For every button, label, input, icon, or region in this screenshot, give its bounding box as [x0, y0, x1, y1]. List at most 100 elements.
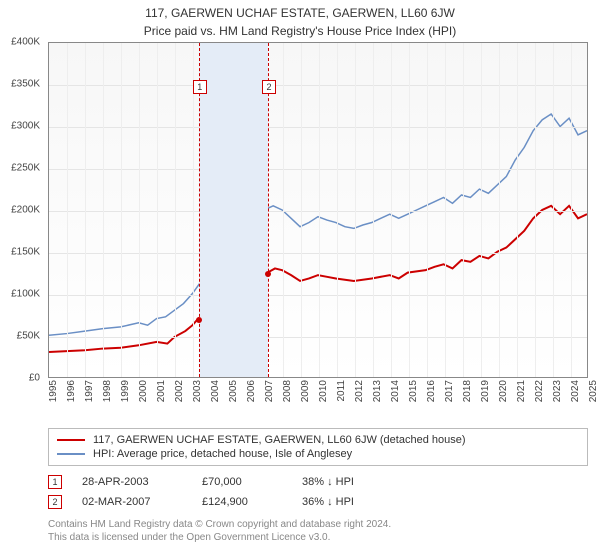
- gridline: [571, 43, 572, 377]
- gridline: [553, 43, 554, 377]
- y-tick-label: £100K: [11, 289, 40, 300]
- legend-swatch: [57, 453, 85, 455]
- x-tick-label: 2023: [552, 380, 563, 402]
- footnote-line: This data is licensed under the Open Gov…: [48, 531, 588, 544]
- sale-diff: 36% ↓ HPI: [302, 496, 402, 508]
- plot-area: 12: [48, 42, 588, 378]
- x-tick-label: 2005: [228, 380, 239, 402]
- gridline: [391, 43, 392, 377]
- chart-container: 117, GAERWEN UCHAF ESTATE, GAERWEN, LL60…: [0, 0, 600, 560]
- x-tick-label: 2001: [156, 380, 167, 402]
- x-tick-label: 2020: [498, 380, 509, 402]
- x-tick-label: 2007: [264, 380, 275, 402]
- y-tick-label: £50K: [17, 331, 40, 342]
- gridline: [427, 43, 428, 377]
- gridline: [67, 43, 68, 377]
- x-tick-label: 2000: [138, 380, 149, 402]
- y-tick-label: £350K: [11, 79, 40, 90]
- series-hpi: [49, 114, 587, 335]
- gridline: [355, 43, 356, 377]
- x-tick-label: 2024: [570, 380, 581, 402]
- gridline: [49, 169, 587, 170]
- sale-dot: [196, 317, 202, 323]
- gridline: [535, 43, 536, 377]
- gridline: [373, 43, 374, 377]
- sale-marker-box: 1: [48, 475, 62, 489]
- gridline: [319, 43, 320, 377]
- gridline: [481, 43, 482, 377]
- gridline: [49, 211, 587, 212]
- x-tick-label: 2011: [336, 380, 347, 402]
- marker-label-box: 2: [262, 80, 276, 94]
- gridline: [157, 43, 158, 377]
- gridline: [121, 43, 122, 377]
- sale-diff: 38% ↓ HPI: [302, 476, 402, 488]
- x-tick-label: 2012: [354, 380, 365, 402]
- x-tick-label: 1995: [48, 380, 59, 402]
- sale-price: £124,900: [202, 496, 282, 508]
- chart-area: £0£50K£100K£150K£200K£250K£300K£350K£400…: [48, 42, 588, 402]
- x-tick-label: 1996: [66, 380, 77, 402]
- sale-row: 2 02-MAR-2007 £124,900 36% ↓ HPI: [48, 492, 588, 512]
- legend-item: HPI: Average price, detached house, Isle…: [57, 447, 579, 461]
- x-axis-labels: 1995199619971998199920002001200220032004…: [48, 378, 588, 402]
- gridline: [49, 253, 587, 254]
- sale-price: £70,000: [202, 476, 282, 488]
- legend-item: 117, GAERWEN UCHAF ESTATE, GAERWEN, LL60…: [57, 433, 579, 447]
- gridline: [517, 43, 518, 377]
- gridline: [499, 43, 500, 377]
- y-tick-label: £150K: [11, 247, 40, 258]
- footnote: Contains HM Land Registry data © Crown c…: [48, 518, 588, 544]
- gridline: [103, 43, 104, 377]
- legend-label: 117, GAERWEN UCHAF ESTATE, GAERWEN, LL60…: [93, 434, 466, 446]
- x-tick-label: 1998: [102, 380, 113, 402]
- gridline: [301, 43, 302, 377]
- gridline: [463, 43, 464, 377]
- chart-subtitle: Price paid vs. HM Land Registry's House …: [0, 20, 600, 42]
- x-tick-label: 2009: [300, 380, 311, 402]
- x-tick-label: 2013: [372, 380, 383, 402]
- gridline: [49, 337, 587, 338]
- x-tick-label: 2014: [390, 380, 401, 402]
- sale-date: 28-APR-2003: [82, 476, 182, 488]
- highlight-band: [199, 43, 268, 377]
- x-tick-label: 2002: [174, 380, 185, 402]
- gridline: [337, 43, 338, 377]
- x-tick-label: 2008: [282, 380, 293, 402]
- y-tick-label: £400K: [11, 37, 40, 48]
- marker-label-box: 1: [193, 80, 207, 94]
- x-tick-label: 2021: [516, 380, 527, 402]
- x-tick-label: 2003: [192, 380, 203, 402]
- gridline: [445, 43, 446, 377]
- x-tick-label: 2017: [444, 380, 455, 402]
- x-tick-label: 2019: [480, 380, 491, 402]
- gridline: [49, 295, 587, 296]
- y-axis-labels: £0£50K£100K£150K£200K£250K£300K£350K£400…: [0, 42, 44, 378]
- x-tick-label: 2025: [588, 380, 599, 402]
- y-tick-label: £250K: [11, 163, 40, 174]
- x-tick-label: 2022: [534, 380, 545, 402]
- series-property: [49, 206, 587, 352]
- x-tick-label: 2015: [408, 380, 419, 402]
- line-series: [49, 43, 587, 377]
- chart-title: 117, GAERWEN UCHAF ESTATE, GAERWEN, LL60…: [0, 0, 600, 20]
- sale-marker-box: 2: [48, 495, 62, 509]
- x-tick-label: 2018: [462, 380, 473, 402]
- gridline: [175, 43, 176, 377]
- sale-date: 02-MAR-2007: [82, 496, 182, 508]
- y-tick-label: £300K: [11, 121, 40, 132]
- gridline: [49, 85, 587, 86]
- gridline: [139, 43, 140, 377]
- legend-swatch: [57, 439, 85, 441]
- sale-row: 1 28-APR-2003 £70,000 38% ↓ HPI: [48, 472, 588, 492]
- x-tick-label: 2006: [246, 380, 257, 402]
- x-tick-label: 2016: [426, 380, 437, 402]
- x-tick-label: 2010: [318, 380, 329, 402]
- sales-table: 1 28-APR-2003 £70,000 38% ↓ HPI 2 02-MAR-2007…: [48, 472, 588, 512]
- footnote-line: Contains HM Land Registry data © Crown c…: [48, 518, 588, 531]
- legend: 117, GAERWEN UCHAF ESTATE, GAERWEN, LL60…: [48, 428, 588, 466]
- x-tick-label: 1999: [120, 380, 131, 402]
- sale-dot: [265, 271, 271, 277]
- y-tick-label: £200K: [11, 205, 40, 216]
- gridline: [283, 43, 284, 377]
